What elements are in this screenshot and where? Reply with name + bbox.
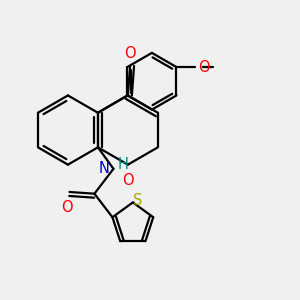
Text: H: H bbox=[118, 157, 129, 172]
Text: O: O bbox=[198, 60, 209, 75]
Text: O: O bbox=[122, 172, 134, 188]
Text: O: O bbox=[61, 200, 73, 215]
Text: S: S bbox=[133, 193, 142, 208]
Text: N: N bbox=[99, 161, 110, 176]
Text: O: O bbox=[124, 46, 136, 61]
